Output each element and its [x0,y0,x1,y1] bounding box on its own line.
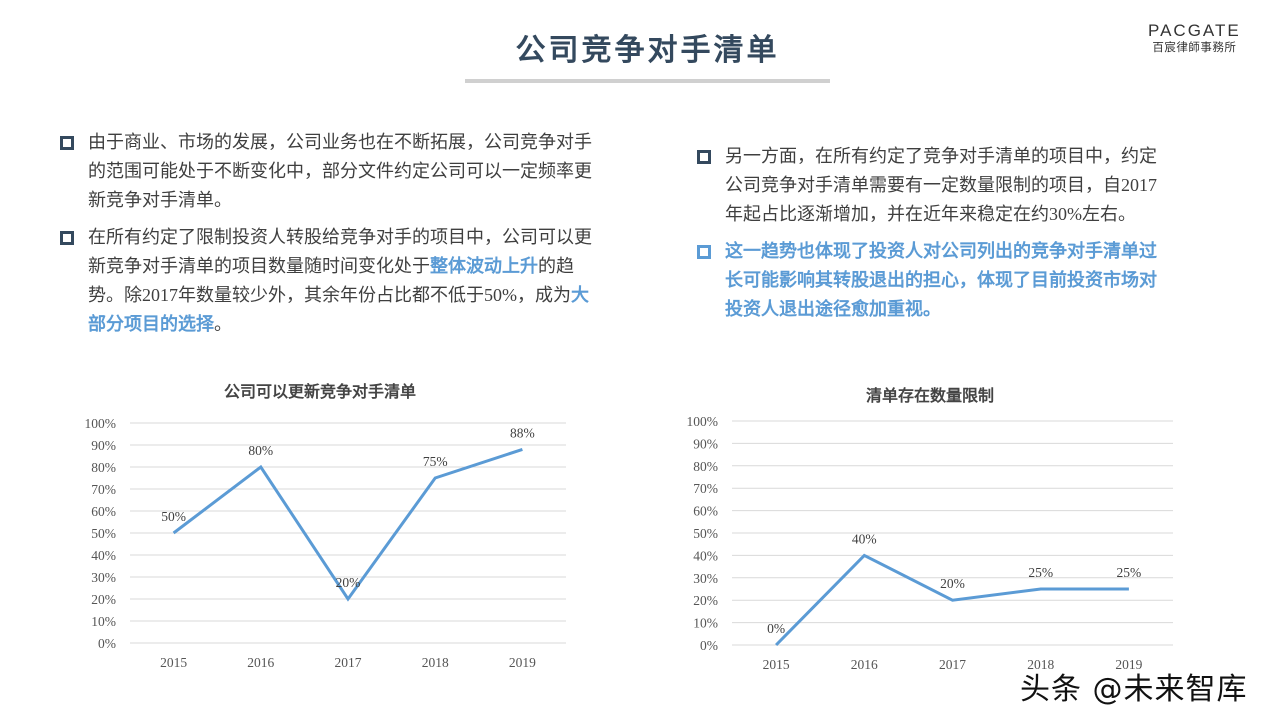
right-bullet-list: 另一方面，在所有约定了竞争对手清单的项目中，约定公司竞争对手清单需要有一定数量限… [697,142,1172,332]
x-tick-label: 2019 [1115,657,1142,672]
square-bullet-icon [60,231,74,245]
chart-updatable-list: 公司可以更新竞争对手清单 0% 10% 20% 30% 40% 50% 60% 70% 80% 9… [60,372,580,672]
data-label: 25% [1117,565,1142,580]
data-label: 88% [510,425,535,440]
x-tick-label: 2018 [422,655,449,670]
y-tick-label: 50% [693,526,718,541]
chart-quantity-limit: 清单存在数量限制 0% 10% 20% 30% 40% 50% 60% 70% 80% 90% 10… [670,375,1190,675]
data-series-line [775,553,1129,647]
firm-logo: PACGATE 百宸律師事務所 [1148,22,1241,55]
y-tick-label: 30% [91,570,116,585]
page-title: 公司竞争对手清单 [515,33,780,68]
y-tick-label: 80% [91,460,116,475]
bullet-text: 在所有约定了限制投资人转股给竞争对手的项目中，公司可以更新竞争对手清单的项目数量… [88,223,600,339]
title-underline [465,79,830,83]
y-tick-label: 80% [693,459,718,474]
square-bullet-icon [60,136,74,150]
x-tick-label: 2017 [939,657,966,672]
y-tick-label: 40% [693,548,718,563]
x-tick-label: 2015 [160,655,187,670]
data-label: 80% [248,443,273,458]
text-segment: ，成为 [517,285,571,306]
x-tick-label: 2015 [763,657,790,672]
logo-en: PACGATE [1148,21,1241,40]
year-text: 2017 [1121,175,1157,195]
x-tick-label: 2019 [509,655,536,670]
y-tick-label: 60% [693,504,718,519]
y-tick-label: 10% [693,616,718,631]
text-segment: 年数量较少外，其余年份占比都不低于 [178,285,484,306]
y-tick-label: 20% [693,593,718,608]
y-tick-label: 0% [700,638,718,653]
y-tick-label: 10% [91,614,116,629]
chart-title: 清单存在数量限制 [865,386,994,405]
data-label: 40% [852,531,877,546]
x-tick-label: 2018 [1027,657,1054,672]
data-label: 25% [1028,565,1053,580]
gridlines [130,422,566,644]
chart-title: 公司可以更新竞争对手清单 [223,382,416,401]
y-tick-label: 50% [91,526,116,541]
y-tick-label: 20% [91,592,116,607]
text-segment: 年起占比逐渐增加，并在近年来稳定在约 [725,204,1049,225]
bullet-text: 另一方面，在所有约定了竞争对手清单的项目中，约定公司竞争对手清单需要有一定数量限… [725,142,1172,229]
text-segment: 在所有约定了限制投资人转股给竞争对手的项目中，公司可以更新竞争对手清单的项目数量… [88,227,592,277]
year-text: 2017 [142,285,178,305]
text-segment: 另一方面，在所有约定了竞争对手清单的项目中，约定公司竞争对手清单需要有一定数量限… [725,146,1157,196]
y-tick-label: 90% [693,436,718,451]
percent-text: 30% [1049,204,1082,224]
gridlines [732,420,1173,646]
x-tick-label: 2017 [335,655,362,670]
data-label: 50% [161,509,186,524]
text-segment: 的趋势。除 [88,256,574,306]
data-label: 0% [767,621,785,636]
highlight-text: 整体波动上升 [430,256,538,277]
percent-text: 50% [484,285,517,305]
square-bullet-icon [697,150,711,164]
data-label: 20% [940,576,965,591]
data-label: 75% [423,454,448,469]
line-chart: 0% 10% 20% 30% 40% 50% 60% 70% 80% 90% 100% 2015 201… [687,414,1173,672]
y-tick-label: 70% [693,481,718,496]
bullet-text: 由于商业、市场的发展，公司业务也在不断拓展，公司竞争对手的范围可能处于不断变化中… [88,132,592,211]
bullet-item: 这一趋势也体现了投资人对公司列出的竞争对手清单过长可能影响其转股退出的担心，体现… [697,237,1172,324]
y-tick-label: 90% [91,438,116,453]
y-tick-label: 100% [85,416,117,431]
data-label: 20% [336,575,361,590]
bullet-item: 在所有约定了限制投资人转股给竞争对手的项目中，公司可以更新竞争对手清单的项目数量… [60,223,600,339]
y-tick-label: 0% [98,636,116,651]
highlight-text: 大部分项目的选择 [88,285,589,335]
y-tick-label: 60% [91,504,116,519]
y-tick-label: 30% [693,571,718,586]
y-tick-label: 100% [687,414,719,429]
slide-title-block: 公司竞争对手清单 [465,28,830,83]
x-tick-label: 2016 [851,657,878,672]
line-chart: 0% 10% 20% 30% 40% 50% 60% 70% 80% 90% 100% 2015 201… [85,416,566,670]
logo-cn: 百宸律師事務所 [1152,40,1237,54]
y-tick-label: 40% [91,548,116,563]
bullet-item: 另一方面，在所有约定了竞争对手清单的项目中，约定公司竞争对手清单需要有一定数量限… [697,142,1172,229]
x-tick-label: 2016 [247,655,274,670]
text-segment: 左右。 [1082,204,1136,225]
bullet-text: 这一趋势也体现了投资人对公司列出的竞争对手清单过长可能影响其转股退出的担心，体现… [725,241,1157,320]
data-series-line [172,447,523,602]
bullet-item: 由于商业、市场的发展，公司业务也在不断拓展，公司竞争对手的范围可能处于不断变化中… [60,128,600,215]
left-bullet-list: 由于商业、市场的发展，公司业务也在不断拓展，公司竞争对手的范围可能处于不断变化中… [60,128,600,347]
text-segment: 。 [214,314,232,335]
watermark: 头条 @未来智库 [1020,672,1248,707]
y-tick-label: 70% [91,482,116,497]
square-bullet-icon [697,245,711,259]
